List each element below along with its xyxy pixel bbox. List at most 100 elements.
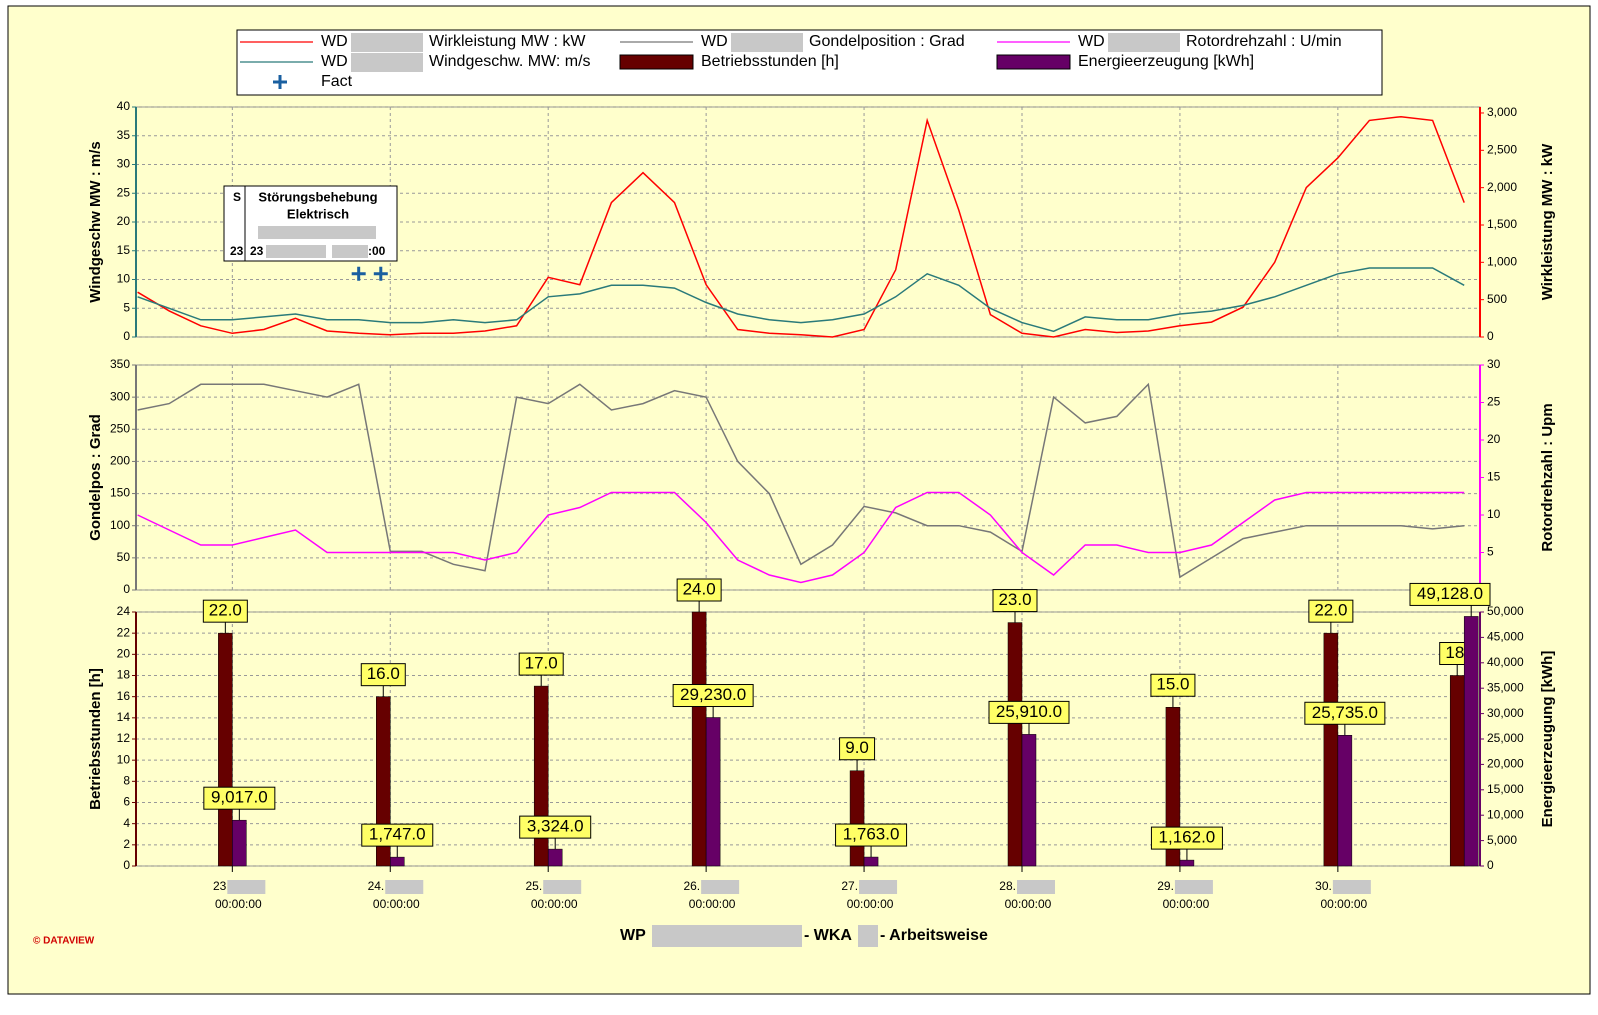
data-label: 1,747.0 (369, 825, 426, 844)
label-box (1150, 673, 1196, 697)
data-label: 16.0 (367, 664, 400, 683)
y2-tick-label: 5 (1487, 545, 1494, 559)
redaction (258, 226, 376, 239)
bar (705, 717, 721, 867)
y-tick-label: 0 (123, 582, 130, 596)
y-tick-label: 350 (110, 357, 130, 371)
y-tick-label: 2 (123, 837, 130, 851)
data-label: 22.0 (1314, 601, 1347, 620)
y-tick-label: 200 (110, 454, 130, 468)
data-label: 23.0 (998, 590, 1031, 609)
data-label: 25,910.0 (996, 702, 1062, 721)
data-label: 17.0 (525, 654, 558, 673)
line-series (137, 267, 1465, 333)
redaction (385, 880, 424, 894)
data-label: 22.0 (209, 601, 242, 620)
label-box (676, 578, 722, 602)
plot-area: 051015202530354005001,0001,5002,0002,500… (87, 99, 1556, 911)
y2-tick-label: 0 (1487, 329, 1494, 343)
y-tick-label: 40 (117, 99, 131, 113)
legend-swatch (619, 54, 694, 70)
data-label: 3,324.0 (527, 817, 584, 836)
y-tick-label: 14 (117, 710, 131, 724)
x-tick-time: 00:00:00 (847, 897, 894, 911)
legend-marker (273, 75, 287, 89)
bar (863, 856, 879, 867)
annotation-text: S (233, 190, 241, 204)
y2-tick-label: 2,000 (1487, 180, 1517, 194)
y2-tick-label: 500 (1487, 292, 1507, 306)
legend-label: Betriebsstunden [h] (701, 53, 839, 70)
bar (390, 856, 405, 867)
footer-title: WP (620, 927, 646, 944)
x-tick-label: 23 (213, 879, 227, 893)
x-tick-label: 25. (526, 879, 543, 893)
bar (232, 819, 247, 867)
y-tick-label: 24 (117, 604, 131, 618)
data-label: 1,763.0 (843, 825, 900, 844)
y2-tick-label: 15,000 (1487, 782, 1524, 796)
x-tick-label: 29. (1157, 879, 1174, 893)
data-label: 15.0 (1156, 675, 1189, 694)
redaction (351, 33, 423, 52)
label-box (839, 737, 876, 761)
y2-tick-label: 30,000 (1487, 706, 1524, 720)
legend-label: Rotordrehzahl : U/min (1186, 33, 1342, 50)
y-tick-label: 150 (110, 486, 130, 500)
bar (533, 685, 549, 867)
y2-tick-label: 2,500 (1487, 142, 1517, 156)
legend-swatch (996, 54, 1071, 70)
bar (1337, 735, 1353, 867)
redaction (1108, 33, 1180, 52)
y-tick-label: 5 (123, 300, 130, 314)
y-tick-label: 100 (110, 518, 130, 532)
redaction (1332, 880, 1371, 894)
data-label: 49,128.0 (1417, 584, 1483, 603)
line-series (137, 382, 1465, 579)
legend-label: Energieerzeugung [kWh] (1078, 53, 1254, 70)
redaction (351, 53, 423, 72)
y-tick-label: 300 (110, 389, 130, 403)
y2-tick-label: 10 (1487, 507, 1501, 521)
y-tick-label: 0 (123, 329, 130, 343)
data-label: 1,162.0 (1159, 828, 1216, 847)
y-tick-label: 15 (117, 243, 131, 257)
y-tick-label: 50 (117, 550, 131, 564)
label-box (1150, 826, 1223, 850)
y-tick-label: 25 (117, 185, 131, 199)
annotation-text: 23 (230, 244, 244, 258)
redaction (731, 33, 803, 52)
y-tick-label: 30 (117, 157, 131, 171)
y-tick-label: 22 (117, 625, 131, 639)
label-box (992, 589, 1038, 613)
y2-tick-label: 35,000 (1487, 680, 1524, 694)
x-tick-label: 26. (683, 879, 700, 893)
label-box (1304, 701, 1386, 725)
y2-tick-label: 20 (1487, 432, 1501, 446)
label-box (988, 700, 1070, 724)
y2-tick-label: 50,000 (1487, 604, 1524, 618)
data-label: 25,735.0 (1312, 703, 1378, 722)
annotation-text: 23 (250, 244, 264, 258)
line-series (137, 491, 1465, 584)
redaction (859, 880, 898, 894)
y-tick-label: 10 (117, 272, 131, 286)
redaction (858, 925, 878, 947)
bar (1007, 622, 1023, 867)
y2-tick-label: 45,000 (1487, 630, 1524, 644)
copyright: © DATAVIEW (33, 936, 95, 947)
y2-tick-label: 25,000 (1487, 731, 1524, 745)
y-tick-label: 35 (117, 128, 131, 142)
footer-title: - WKA (804, 927, 852, 944)
bar (1021, 734, 1037, 867)
label-box (361, 823, 434, 847)
y2-tick-label: 10,000 (1487, 807, 1524, 821)
label-box (1308, 599, 1354, 623)
legend-prefix: WD (321, 53, 348, 70)
label-box (1409, 582, 1491, 606)
y-tick-label: 20 (117, 647, 131, 661)
label-box (202, 599, 248, 623)
data-label: 9.0 (845, 738, 869, 757)
y2-tick-label: 1,500 (1487, 217, 1517, 231)
data-label: 18. (1445, 643, 1469, 662)
